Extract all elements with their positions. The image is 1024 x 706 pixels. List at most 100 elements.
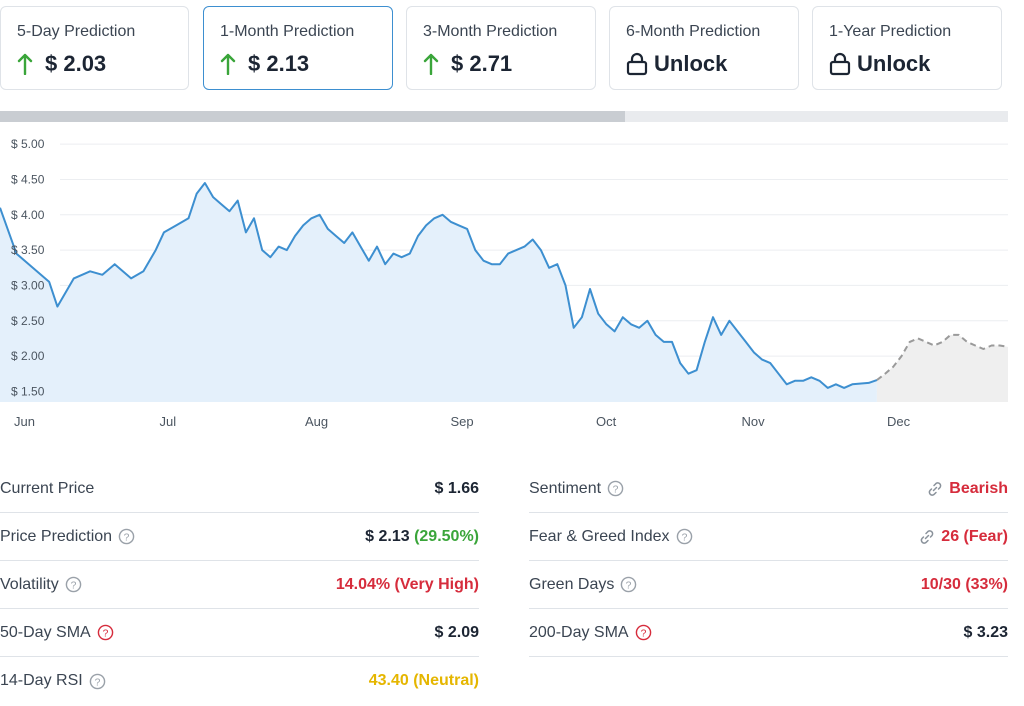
x-tick-label: Oct: [596, 414, 617, 429]
card-value-text: $ 2.13: [248, 51, 310, 76]
prediction-cards: 5-Day Prediction $ 2.03 1-Month Predicti…: [0, 6, 1024, 92]
card-value: $ 2.13: [220, 51, 309, 77]
stat-label: Fear & Greed Index: [529, 527, 670, 545]
prediction-card-6-month[interactable]: 6-Month Prediction Unlock: [609, 6, 799, 90]
stat-row-volatility: Volatility ? 14.04% (Very High): [0, 561, 479, 609]
card-value: Unlock: [829, 51, 930, 77]
x-tick-label: Sep: [451, 414, 474, 429]
stat-value: 43.40 (Neutral): [368, 672, 479, 689]
stats-right-column: Sentiment ? Bearish Fear & Greed Index ?…: [529, 465, 1008, 657]
card-value-text: Unlock: [654, 51, 728, 76]
svg-text:?: ?: [70, 580, 76, 591]
stat-label-wrap: 14-Day RSI ?: [0, 672, 106, 690]
history-line: [0, 182, 878, 389]
x-tick-label: Jun: [14, 414, 35, 429]
stat-label-wrap: Green Days ?: [529, 576, 637, 594]
stat-value-wrap[interactable]: 26 (Fear): [919, 528, 1008, 546]
y-tick-label: $ 5.00: [11, 137, 45, 151]
x-tick-label: Jul: [160, 414, 177, 429]
card-label: 1-Year Prediction: [829, 23, 952, 40]
help-icon[interactable]: ?: [65, 576, 82, 593]
stat-label: Current Price: [0, 479, 95, 497]
help-icon[interactable]: ?: [607, 480, 624, 497]
stat-value-change: (29.50%): [414, 527, 479, 545]
svg-text:?: ?: [626, 580, 632, 591]
stat-label-wrap: Volatility ?: [0, 576, 82, 594]
stat-row-200-day-sma: 200-Day SMA ? $ 3.23: [529, 609, 1008, 657]
prediction-area: [876, 334, 1008, 402]
stat-row-green-days: Green Days ? 10/30 (33%): [529, 561, 1008, 609]
prediction-card-1-month[interactable]: 1-Month Prediction $ 2.13: [203, 6, 393, 90]
y-tick-label: $ 4.50: [11, 172, 45, 186]
card-value: Unlock: [626, 51, 727, 77]
help-icon[interactable]: ?: [97, 624, 114, 641]
stat-label-wrap: 200-Day SMA ?: [529, 624, 652, 642]
card-label: 6-Month Prediction: [626, 23, 761, 40]
y-tick-label: $ 3.00: [11, 278, 45, 292]
lock-icon: [626, 52, 648, 76]
stats-left-column: Current Price $ 1.66 Price Prediction ? …: [0, 465, 479, 705]
svg-text:?: ?: [94, 677, 100, 688]
prediction-line: [876, 333, 1009, 381]
stat-label: 14-Day RSI: [0, 672, 83, 689]
stat-row-14-day-rsi: 14-Day RSI ? 43.40 (Neutral): [0, 657, 479, 705]
help-icon[interactable]: ?: [118, 528, 135, 545]
card-label: 5-Day Prediction: [17, 23, 136, 40]
stat-value: 10/30 (33%): [920, 575, 1008, 593]
timeline-progress-bar: [0, 111, 1008, 122]
stat-value: $ 3.23: [963, 623, 1008, 641]
stat-label-wrap: 50-Day SMA ?: [0, 624, 114, 642]
timeline-progress-fill: [0, 111, 625, 122]
link-icon: [929, 481, 942, 496]
link-icon: [921, 529, 934, 544]
stat-row-fear-greed: Fear & Greed Index ? 26 (Fear): [529, 513, 1008, 561]
card-value: $ 2.71: [423, 51, 512, 77]
help-icon[interactable]: ?: [620, 576, 637, 593]
stat-label: Sentiment: [529, 479, 602, 497]
price-chart: $ 5.00 $ 4.50 $ 4.00 $ 3.50 $ 3.00 $ 2.50 $ 2.…: [0, 122, 1009, 438]
y-tick-label: $ 4.00: [11, 208, 45, 222]
help-icon[interactable]: ?: [89, 673, 106, 690]
help-icon[interactable]: ?: [635, 624, 652, 641]
svg-text:?: ?: [102, 628, 108, 639]
card-label: 3-Month Prediction: [423, 23, 558, 40]
prediction-card-1-year[interactable]: 1-Year Prediction Unlock: [812, 6, 1002, 90]
stat-label-wrap: Fear & Greed Index ?: [529, 528, 693, 546]
prediction-card-3-month[interactable]: 3-Month Prediction $ 2.71: [406, 6, 596, 90]
card-value-text: Unlock: [857, 51, 931, 76]
help-icon[interactable]: ?: [676, 528, 693, 545]
x-tick-label: Nov: [742, 414, 766, 429]
stat-row-50-day-sma: 50-Day SMA ? $ 2.09: [0, 609, 479, 657]
stat-value: $ 2.13: [365, 527, 410, 545]
stat-label: Green Days: [529, 575, 615, 593]
stat-value: Bearish: [949, 479, 1008, 497]
history-area: [0, 183, 877, 402]
prediction-card-5-day[interactable]: 5-Day Prediction $ 2.03: [0, 6, 189, 90]
card-value-text: $ 2.03: [45, 51, 107, 76]
stat-value: $ 2.09: [434, 623, 479, 641]
svg-text:?: ?: [681, 532, 687, 543]
stat-label: 50-Day SMA: [0, 623, 91, 641]
stat-label: Volatility: [0, 575, 59, 593]
card-value-text: $ 2.71: [451, 51, 513, 76]
svg-text:?: ?: [640, 628, 646, 639]
price-chart-svg: $ 5.00 $ 4.50 $ 4.00 $ 3.50 $ 3.00 $ 2.50 $ 2.…: [0, 137, 1009, 429]
stat-value-wrap: $ 2.13 (29.50%): [365, 528, 479, 546]
arrow-up-icon: [17, 53, 33, 75]
stat-value: 14.04% (Very High): [335, 575, 479, 593]
stat-label-wrap: Sentiment ?: [529, 480, 624, 498]
y-tick-label: $ 2.50: [11, 314, 45, 328]
stat-label: 200-Day SMA: [529, 623, 629, 641]
card-label: 1-Month Prediction: [220, 23, 355, 40]
stat-label: Price Prediction: [0, 527, 113, 545]
y-tick-label: $ 3.50: [11, 243, 45, 257]
stat-label-wrap: Price Prediction ?: [0, 528, 135, 546]
lock-icon: [829, 52, 851, 76]
stat-row-current-price: Current Price $ 1.66: [0, 465, 479, 513]
svg-text:?: ?: [613, 484, 619, 495]
stat-value: 26 (Fear): [941, 527, 1008, 545]
stat-value-wrap[interactable]: Bearish: [927, 480, 1008, 498]
y-tick-label: $ 1.50: [11, 384, 45, 398]
y-tick-label: $ 2.00: [11, 349, 45, 363]
svg-text:?: ?: [124, 532, 130, 543]
